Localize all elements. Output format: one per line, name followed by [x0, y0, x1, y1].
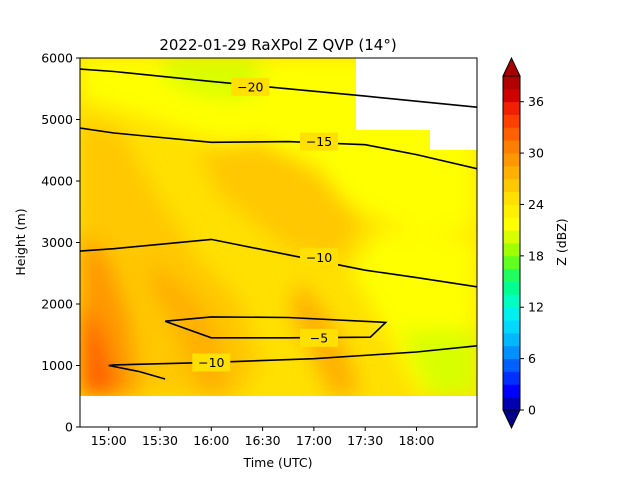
colorbar-segment — [503, 332, 520, 347]
colorbar-segment — [503, 127, 520, 141]
x-tick-label: 16:00 — [193, 433, 229, 448]
x-axis: 15:00 15:30 16:00 16:30 17:00 17:30 18:00 — [91, 427, 435, 448]
colorbar-segment — [503, 358, 520, 372]
contour-line — [80, 238, 477, 288]
contour-label-backing — [192, 353, 231, 372]
colorbar-extend-top — [502, 56, 521, 77]
contour-label-backing — [231, 77, 270, 96]
colorbar-segment — [503, 76, 520, 90]
colorbar-segment — [503, 268, 520, 282]
contour-line — [80, 127, 477, 170]
colorbar-segment — [503, 178, 520, 193]
y-axis-title: Height (m) — [13, 208, 28, 275]
x-tick-label: 15:00 — [91, 433, 127, 448]
colorbar-segment — [503, 204, 520, 218]
contour-labels: −20 −15 −10 −5 −10 — [192, 77, 339, 372]
contour-label-backing — [300, 132, 339, 151]
y-tick-label: 4000 — [41, 174, 73, 189]
colorbar-segment — [503, 153, 520, 167]
plot-area — [80, 58, 477, 427]
field-gap-bottom — [80, 396, 477, 427]
field-region-low-red — [80, 300, 118, 396]
colorbar-title: Z (dBZ) — [554, 218, 569, 265]
x-tick-label: 15:30 — [142, 433, 178, 448]
colorbar-segment — [503, 217, 520, 231]
colorbar-segment — [503, 281, 520, 295]
field-region-mid-orange-right — [200, 140, 360, 260]
field-gap-top-right — [356, 58, 477, 130]
colorbar-segment — [503, 294, 520, 308]
y-tick-label: 0 — [65, 420, 73, 435]
x-tick-label: 17:00 — [296, 433, 332, 448]
colorbar-segment — [503, 243, 520, 257]
contour-label: −20 — [237, 79, 263, 94]
colorbar-segment — [503, 101, 520, 115]
contour-label: −10 — [198, 355, 224, 370]
colorbar-segment — [503, 140, 520, 154]
colorbar-segment — [503, 320, 520, 334]
chart-title: 2022-01-29 RaXPol Z QVP (14°) — [159, 36, 396, 54]
colorbar-segment — [503, 230, 520, 244]
y-tick-label: 3000 — [41, 235, 73, 250]
colorbar-segment — [503, 255, 520, 270]
colorbar-segment — [503, 384, 520, 398]
field-region-lower-right — [400, 330, 477, 396]
contour-label-backing — [300, 328, 339, 347]
colorbar-tick-label: 0 — [528, 403, 536, 418]
contour-label: −15 — [306, 134, 332, 149]
x-axis-title: Time (UTC) — [242, 455, 312, 470]
y-tick-label: 1000 — [41, 358, 73, 373]
colorbar: 0 6 12 18 24 30 36 — [502, 56, 544, 430]
field-gap-top-right-low — [430, 130, 477, 150]
contour-label: −10 — [306, 250, 332, 265]
colorbar-tick-label: 12 — [528, 300, 544, 315]
colorbar-tick-label: 6 — [528, 351, 536, 366]
x-tick-label: 17:30 — [347, 433, 383, 448]
x-tick-label: 16:30 — [245, 433, 281, 448]
colorbar-segment — [503, 371, 520, 385]
colorbar-tick-label: 18 — [528, 248, 544, 263]
colorbar-segment — [503, 88, 520, 103]
colorbar-extend-bottom — [502, 409, 521, 430]
colorbar-frame — [502, 75, 521, 411]
colorbar-segment — [503, 191, 520, 205]
contour-line — [108, 345, 477, 380]
y-axis: 0 1000 2000 3000 4000 5000 6000 — [41, 51, 80, 435]
colorbar-tick-label: 36 — [528, 94, 544, 109]
colorbar-tick-label: 24 — [528, 197, 544, 212]
colorbar-segment — [503, 114, 520, 128]
y-tick-label: 5000 — [41, 112, 73, 127]
colorbar-segment — [503, 397, 520, 411]
y-tick-label: 2000 — [41, 297, 73, 312]
y-tick-label: 6000 — [41, 51, 73, 66]
colorbar-tick-label: 30 — [528, 146, 544, 161]
colorbar-segment — [503, 345, 520, 360]
contour-label: −5 — [310, 330, 328, 345]
contour-line — [164, 316, 388, 339]
colorbar-segment — [503, 165, 520, 180]
contour-label-backing — [300, 248, 339, 267]
x-tick-label: 18:00 — [398, 433, 434, 448]
colorbar-segment — [503, 307, 520, 321]
